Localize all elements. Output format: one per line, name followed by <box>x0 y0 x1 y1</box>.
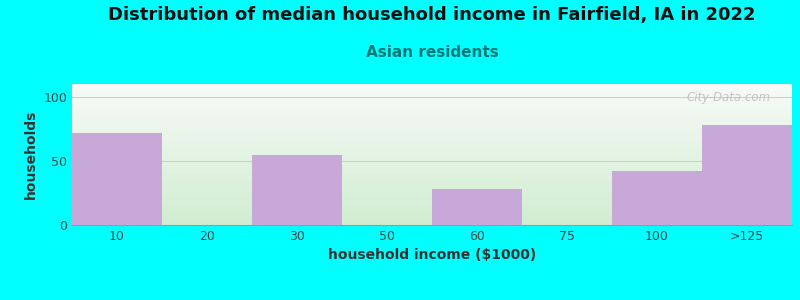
X-axis label: household income ($1000): household income ($1000) <box>328 248 536 262</box>
Bar <box>612 171 702 225</box>
Bar <box>252 154 342 225</box>
Text: City-Data.com: City-Data.com <box>686 91 770 104</box>
Y-axis label: households: households <box>24 110 38 199</box>
Bar <box>72 133 162 225</box>
Text: Asian residents: Asian residents <box>366 45 498 60</box>
Bar <box>432 189 522 225</box>
Text: Distribution of median household income in Fairfield, IA in 2022: Distribution of median household income … <box>108 6 756 24</box>
Bar <box>702 125 792 225</box>
